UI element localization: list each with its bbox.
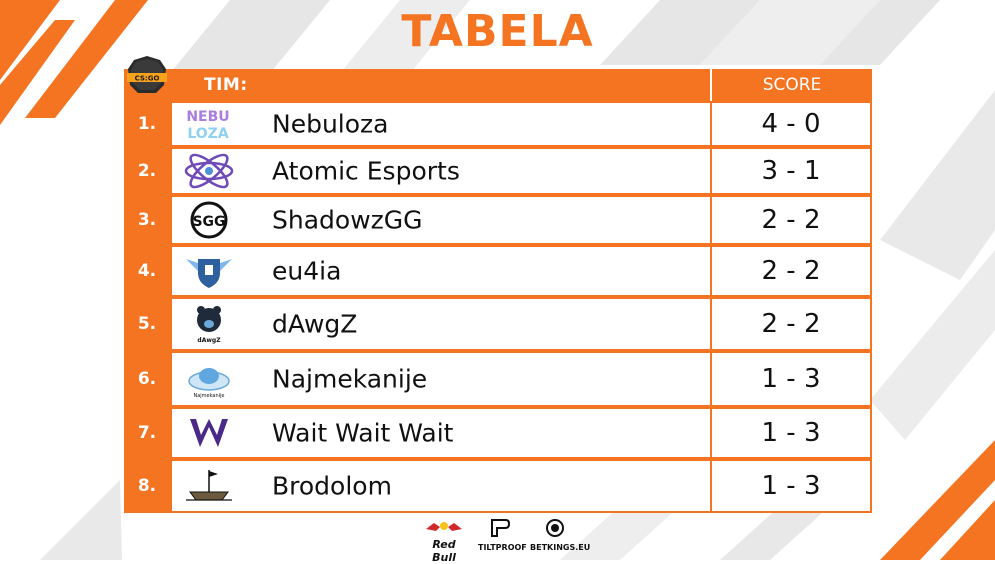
wait-wait-wait-logo-icon [190, 419, 228, 447]
table-row: 7. Wait Wait Wait 1 - 3 [124, 407, 872, 459]
team-score: 2 - 2 [712, 197, 870, 243]
red-bull-icon [426, 522, 462, 531]
team-cell: SGG ShadowzGG [172, 197, 710, 243]
nebuloza-logo-text-top: NEBU [186, 109, 229, 125]
table-row: 4. eu4ia 2 - 2 [124, 245, 872, 297]
team-name: Najmekanije [272, 364, 428, 394]
sponsor-name: BETKINGS.EU [530, 543, 591, 552]
team-name: eu4ia [272, 256, 342, 286]
najmekanije-logo-icon: Najmekanije [188, 368, 230, 399]
table-row: 8. Brodolom 1 - 3 [124, 459, 872, 513]
shadowzgg-logo-text: SGG [192, 214, 225, 230]
najmekanije-logo-text: Najmekanije [193, 393, 224, 399]
nebuloza-logo-icon: NEBU LOZA [186, 109, 229, 142]
team-name: Brodolom [272, 471, 392, 501]
brodolom-boat-logo-icon [186, 470, 232, 501]
eu4ia-logo-icon [186, 259, 232, 288]
atomic-esports-logo-icon [184, 153, 234, 189]
sponsor-redbull: Red Bull [420, 518, 468, 564]
rank: 2. [137, 161, 157, 181]
lion-icon [546, 519, 564, 537]
team-name: dAwgZ [272, 309, 358, 339]
team-column-header: TIM: [204, 75, 248, 95]
team-name: ShadowzGG [272, 205, 423, 235]
table-row: 3. SGG ShadowzGG 2 - 2 [124, 195, 872, 245]
team-score: 3 - 1 [712, 149, 870, 193]
sponsor-betkings: BETKINGS.EU [530, 518, 591, 552]
rank: 1. [137, 114, 157, 134]
sponsor-tiltproof: TILTPROOF [478, 518, 527, 552]
dawgz-bear-logo-icon: dAwgZ [197, 306, 221, 344]
team-cell: dAwgZ dAwgZ [172, 299, 710, 349]
team-cell: Brodolom [172, 461, 710, 511]
standings-table: TIM: SCORE 1. NEBU LOZA Nebuloza 4 - 0 2… [124, 69, 872, 513]
team-score: 1 - 3 [712, 353, 870, 405]
team-cell: NEBU LOZA Nebuloza [172, 103, 710, 145]
team-name: Atomic Esports [272, 156, 460, 186]
csgo-badge-text: CS:GO [135, 75, 160, 83]
team-cell: eu4ia [172, 247, 710, 295]
csgo-badge-icon: CS:GO [127, 56, 167, 93]
shadowzgg-logo-icon: SGG [190, 201, 228, 239]
rank: 7. [137, 423, 157, 443]
tiltproof-icon [491, 519, 511, 537]
rank: 5. [137, 314, 157, 334]
page-title: TABELA [401, 6, 594, 57]
table-header: TIM: SCORE [124, 69, 872, 101]
table-row: 2. Atomic Esports 3 - 1 [124, 147, 872, 195]
header-divider [710, 69, 712, 101]
sponsor-name: TILTPROOF [478, 543, 527, 552]
table-row: 1. NEBU LOZA Nebuloza 4 - 0 [124, 101, 872, 147]
sponsor-name: Red Bull [432, 538, 456, 564]
team-score: 1 - 3 [712, 409, 870, 457]
table-row: 6. Najmekanije Najmekanije 1 - 3 [124, 351, 872, 407]
dawgz-logo-text: dAwgZ [197, 337, 221, 344]
team-score: 2 - 2 [712, 247, 870, 295]
team-score: 1 - 3 [712, 461, 870, 511]
rank: 3. [137, 210, 157, 230]
team-score: 2 - 2 [712, 299, 870, 349]
team-cell: Wait Wait Wait [172, 409, 710, 457]
team-score: 4 - 0 [712, 103, 870, 145]
table-row: 5. dAwgZ dAwgZ 2 - 2 [124, 297, 872, 351]
team-name: Wait Wait Wait [272, 418, 454, 448]
team-cell: Atomic Esports [172, 149, 710, 193]
rank: 8. [137, 476, 157, 496]
score-column-header: SCORE [762, 75, 822, 95]
team-name: Nebuloza [272, 109, 389, 139]
rank: 6. [137, 369, 157, 389]
team-cell: Najmekanije Najmekanije [172, 353, 710, 405]
sponsor-logos: Red Bull TILTPROOF BETKINGS.EU [420, 518, 591, 564]
nebuloza-logo-text-bottom: LOZA [187, 126, 228, 142]
rank: 4. [137, 261, 157, 281]
